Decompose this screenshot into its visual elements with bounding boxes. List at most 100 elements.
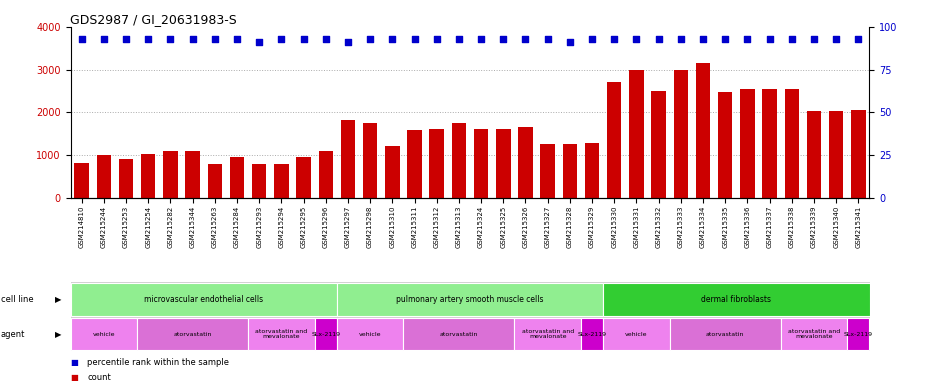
Bar <box>581 318 603 350</box>
Text: SLx-2119: SLx-2119 <box>311 331 340 337</box>
Bar <box>563 144 577 198</box>
Bar <box>452 123 466 198</box>
Point <box>762 36 777 42</box>
Point <box>319 36 334 42</box>
Text: cell line: cell line <box>1 295 34 304</box>
Bar <box>674 70 688 198</box>
Bar <box>363 123 377 198</box>
Bar <box>807 111 822 198</box>
Point <box>207 36 222 42</box>
Point <box>784 36 799 42</box>
Bar <box>651 91 666 198</box>
Point <box>518 36 533 42</box>
Text: atorvastatin and
mevalonate: atorvastatin and mevalonate <box>522 329 573 339</box>
Point <box>407 36 422 42</box>
Bar <box>403 318 514 350</box>
Point <box>718 36 733 42</box>
Point <box>384 36 400 42</box>
Point <box>274 36 289 42</box>
Text: atorvastatin: atorvastatin <box>440 331 478 337</box>
Point <box>696 36 711 42</box>
Text: ▶: ▶ <box>55 295 61 304</box>
Bar <box>585 143 600 198</box>
Point <box>740 36 755 42</box>
Text: count: count <box>87 373 111 382</box>
Bar <box>70 318 137 350</box>
Point <box>96 36 111 42</box>
Text: SLx-2119: SLx-2119 <box>577 331 606 337</box>
Bar <box>785 89 799 198</box>
Text: pulmonary artery smooth muscle cells: pulmonary artery smooth muscle cells <box>397 295 543 304</box>
Bar <box>340 120 355 198</box>
Bar <box>629 70 644 198</box>
Bar <box>430 129 444 198</box>
Bar <box>319 151 333 198</box>
Point <box>540 36 556 42</box>
Bar <box>97 155 111 198</box>
Bar <box>208 164 222 198</box>
Text: vehicle: vehicle <box>92 331 115 337</box>
Bar <box>740 89 755 198</box>
Bar <box>164 151 178 198</box>
Bar <box>852 110 866 198</box>
Text: atorvastatin and
mevalonate: atorvastatin and mevalonate <box>256 329 307 339</box>
Point <box>74 36 89 42</box>
Bar <box>603 318 670 350</box>
Point <box>829 36 844 42</box>
Point <box>807 36 822 42</box>
Point <box>562 39 577 45</box>
Bar <box>141 154 155 198</box>
Bar <box>296 157 311 198</box>
Point <box>363 36 378 42</box>
Bar <box>74 163 88 198</box>
Text: dermal fibroblasts: dermal fibroblasts <box>701 295 772 304</box>
Text: GDS2987 / GI_20631983-S: GDS2987 / GI_20631983-S <box>70 13 237 26</box>
Bar <box>248 318 315 350</box>
Bar <box>252 164 266 198</box>
Point <box>296 36 311 42</box>
Bar <box>518 127 533 198</box>
Bar <box>781 318 847 350</box>
Text: vehicle: vehicle <box>625 331 648 337</box>
Point <box>651 36 666 42</box>
Point <box>629 36 644 42</box>
Point <box>141 36 156 42</box>
Text: percentile rank within the sample: percentile rank within the sample <box>87 358 229 367</box>
Point <box>340 39 355 45</box>
Bar <box>185 151 200 198</box>
Bar <box>385 146 400 198</box>
Point <box>451 36 466 42</box>
Point <box>585 36 600 42</box>
Bar <box>496 129 510 198</box>
Point <box>252 39 267 45</box>
Bar <box>696 63 711 198</box>
Bar <box>118 159 133 198</box>
Point <box>118 36 133 42</box>
Bar <box>137 318 248 350</box>
Bar <box>829 111 843 198</box>
Text: SLx-2119: SLx-2119 <box>844 331 873 337</box>
Bar <box>669 318 781 350</box>
Bar <box>229 157 244 198</box>
Bar <box>607 83 621 198</box>
Bar <box>407 130 422 198</box>
Text: ■: ■ <box>70 373 78 382</box>
Point <box>229 36 244 42</box>
Text: ■: ■ <box>70 358 78 367</box>
Text: agent: agent <box>1 329 25 339</box>
Text: vehicle: vehicle <box>359 331 382 337</box>
Bar <box>762 89 776 198</box>
Point <box>495 36 510 42</box>
Point <box>163 36 178 42</box>
Text: microvascular endothelial cells: microvascular endothelial cells <box>144 295 263 304</box>
Bar <box>337 318 403 350</box>
Bar <box>514 318 581 350</box>
Bar <box>603 283 870 316</box>
Point <box>185 36 200 42</box>
Point <box>430 36 445 42</box>
Bar <box>274 164 289 198</box>
Bar <box>474 129 488 198</box>
Bar <box>847 318 870 350</box>
Text: atorvastatin: atorvastatin <box>173 331 212 337</box>
Bar <box>337 283 603 316</box>
